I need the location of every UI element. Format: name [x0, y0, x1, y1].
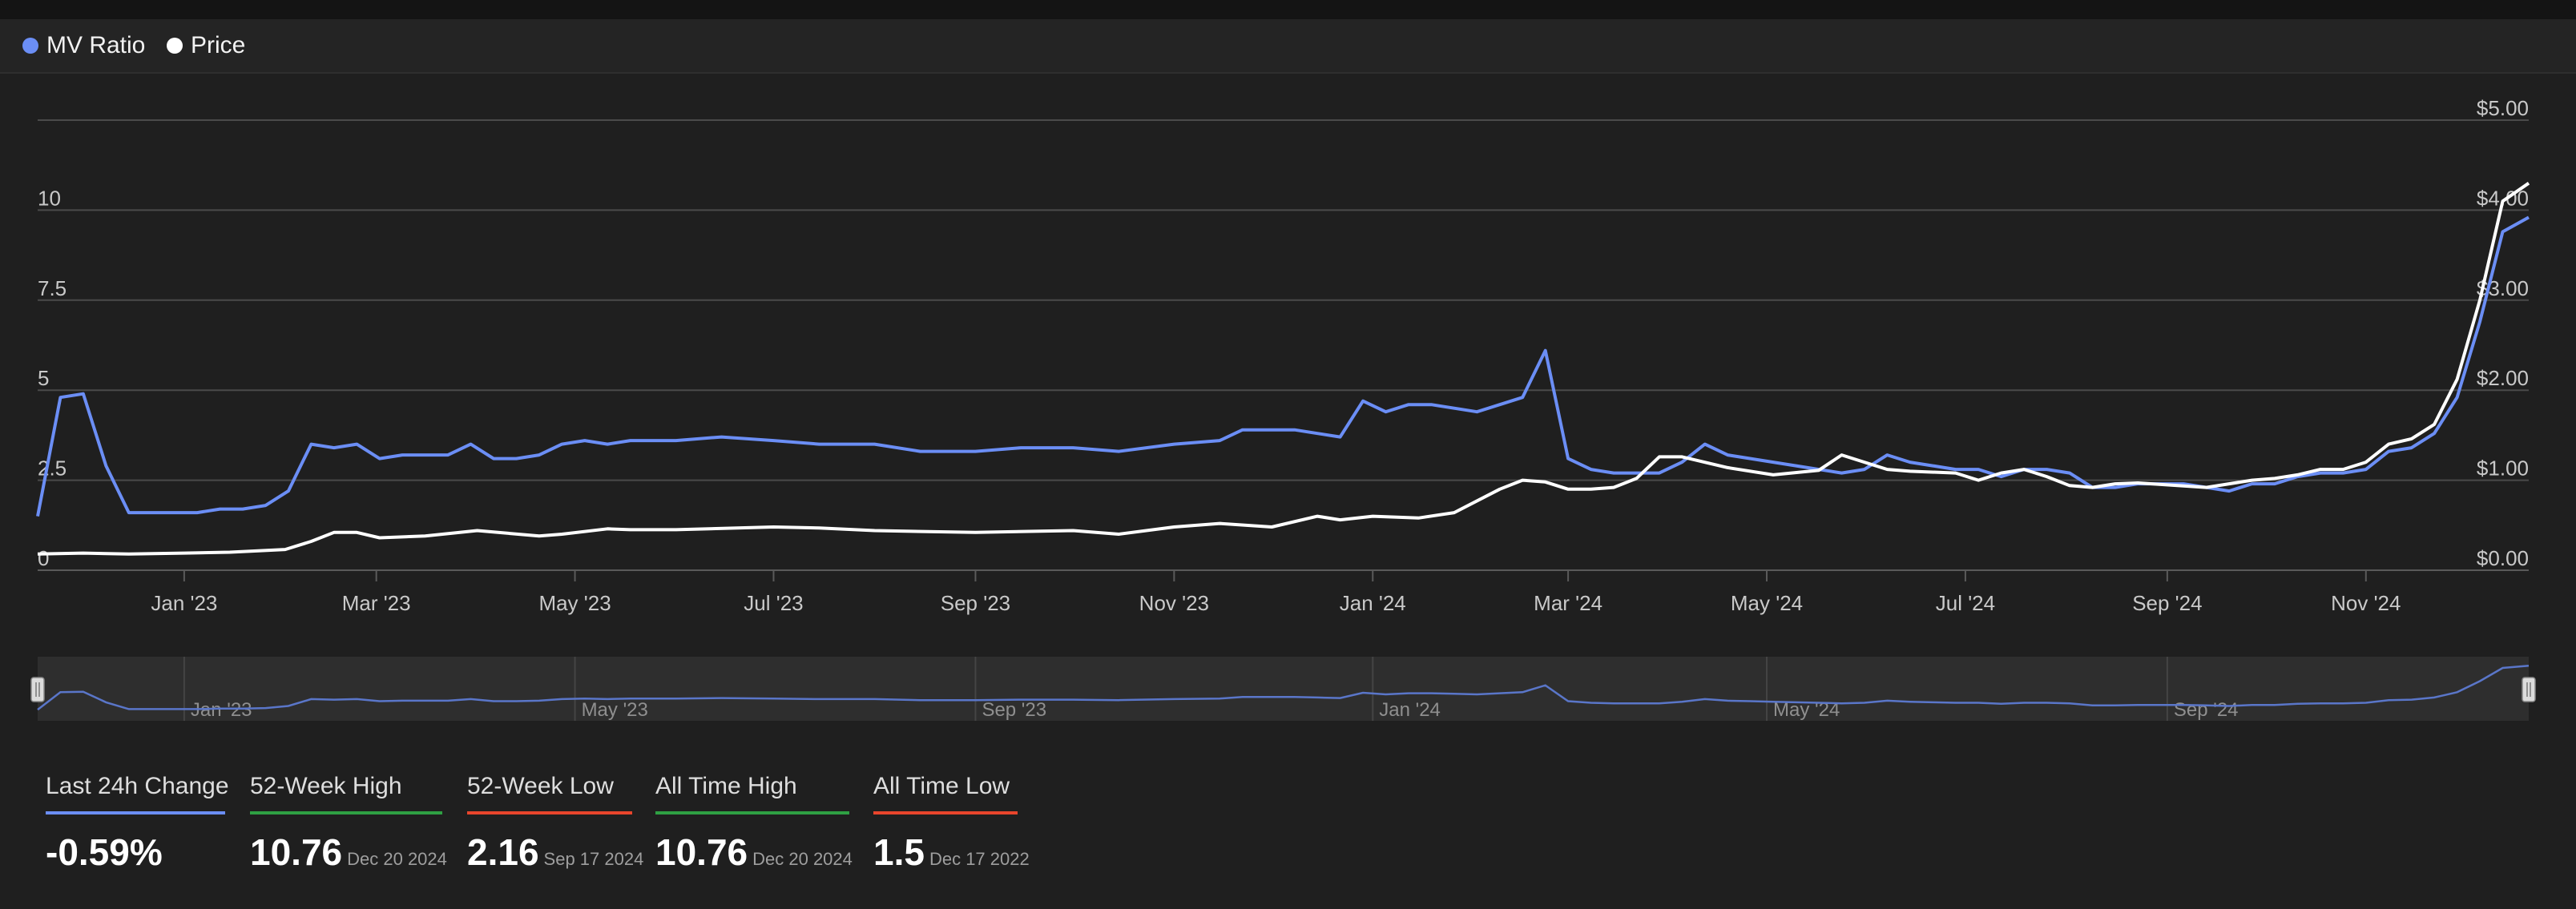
- x-axis-tick-label: Jan '23: [151, 591, 217, 615]
- legend-label-mv-ratio: MV Ratio: [46, 32, 146, 58]
- stat-underline: [873, 811, 1018, 814]
- legend-item-mv-ratio[interactable]: MV Ratio: [22, 19, 145, 72]
- right-axis-tick-label: $5.00: [2477, 96, 2529, 120]
- stat-label: 52-Week High: [250, 773, 402, 799]
- navigator-right-handle[interactable]: [2522, 677, 2536, 702]
- series-line-mv-ratio: [36, 215, 2530, 517]
- right-axis: $0.00$1.00$2.00$3.00$4.00$5.00: [2477, 96, 2529, 570]
- navigator-tick-label: May '23: [582, 699, 648, 721]
- chart-legend: MV Ratio Price: [0, 19, 2576, 74]
- x-axis-tick-label: Nov '23: [1139, 591, 1209, 615]
- right-axis-tick-label: $1.00: [2477, 457, 2529, 481]
- stat-label: All Time High: [655, 773, 797, 799]
- legend-dot-price-icon: [167, 38, 183, 54]
- stat-underline: [467, 811, 632, 814]
- navigator-background: [38, 657, 2529, 721]
- stat-underline: [250, 811, 442, 814]
- left-axis-tick-label: 0: [38, 546, 49, 570]
- stat-value: 1.5: [873, 831, 925, 873]
- stat-date: Sep 17 2024: [543, 849, 644, 869]
- navigator-left-handle[interactable]: [30, 677, 45, 702]
- series-lines: [36, 182, 2530, 556]
- stat-label: All Time Low: [873, 773, 1010, 799]
- series-line-price: [37, 182, 2530, 556]
- legend-label-price: Price: [191, 32, 246, 58]
- stat-all-time-low: All Time Low 1.5 Dec 17 2022: [873, 773, 1030, 909]
- stat-52-week-high: 52-Week High 10.76 Dec 20 2024: [250, 773, 447, 909]
- stat-value: 10.76: [250, 831, 343, 873]
- x-axis-tick-label: Jul '23: [744, 591, 803, 615]
- navigator-tick-label: Sep '24: [2174, 699, 2239, 721]
- stat-underline: [46, 811, 225, 814]
- right-axis-tick-label: $2.00: [2477, 366, 2529, 390]
- stat-last-24h-change: Last 24h Change -0.59%: [46, 773, 229, 909]
- stat-date: Dec 17 2022: [929, 849, 1030, 869]
- left-axis-tick-label: 5: [38, 366, 49, 390]
- stat-value: 2.16: [467, 831, 539, 873]
- grid-lines: [38, 119, 2529, 571]
- x-axis: Jan '23 Mar '23 May '23 Jul '23 Sep '23 Nov '…: [151, 570, 2401, 615]
- legend-dot-mv-ratio-icon: [22, 38, 38, 54]
- top-bar: [0, 0, 2576, 19]
- navigator-tick-label: Sep '23: [982, 699, 1046, 721]
- stat-value: 10.76: [655, 831, 748, 873]
- x-axis-tick-label: Sep '24: [2132, 591, 2202, 615]
- left-axis: 0 2.5 5 7.5 10: [38, 186, 67, 570]
- stat-underline: [655, 811, 849, 814]
- legend-item-price[interactable]: Price: [167, 19, 245, 72]
- x-axis-tick-label: Nov '24: [2331, 591, 2401, 615]
- x-axis-tick-label: Jan '24: [1340, 591, 1406, 615]
- left-axis-tick-label: 2.5: [38, 457, 67, 481]
- right-axis-tick-label: $0.00: [2477, 546, 2529, 570]
- x-axis-tick-label: Mar '23: [342, 591, 411, 615]
- x-axis-tick-label: Sep '23: [941, 591, 1010, 615]
- x-axis-tick-label: May '24: [1731, 591, 1803, 615]
- stat-date: Dec 20 2024: [752, 849, 853, 869]
- left-axis-tick-label: 10: [38, 186, 61, 210]
- x-axis-tick-label: Jul '24: [1936, 591, 1995, 615]
- stat-value: -0.59%: [46, 831, 163, 873]
- left-axis-tick-label: 7.5: [38, 276, 67, 300]
- x-axis-tick-label: May '23: [538, 591, 611, 615]
- stat-date: Dec 20 2024: [347, 849, 447, 869]
- stat-label: 52-Week Low: [467, 773, 614, 799]
- x-axis-tick-label: Mar '24: [1534, 591, 1602, 615]
- stat-all-time-high: All Time High 10.76 Dec 20 2024: [655, 773, 853, 909]
- range-navigator[interactable]: Jan '23 May '23 Sep '23 Jan '24 May '24 Sep '…: [30, 657, 2536, 721]
- stat-52-week-low: 52-Week Low 2.16 Sep 17 2024: [467, 773, 643, 909]
- navigator-series-line: [37, 665, 2530, 711]
- stat-label: Last 24h Change: [46, 773, 229, 799]
- chart-area: 02.557.510 $0.00$1.00$2.00$3.00$4.00$5.0…: [30, 96, 2536, 721]
- navigator-tick-label: Jan '24: [1379, 699, 1441, 721]
